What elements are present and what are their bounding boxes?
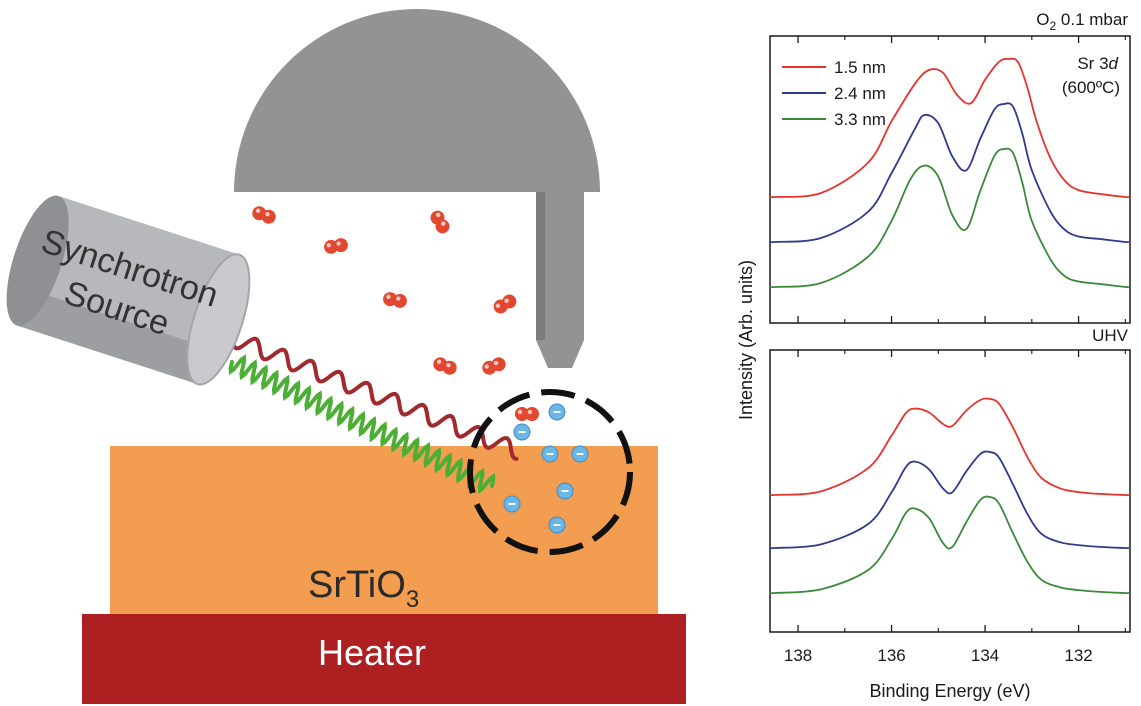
peak-label-italic: d xyxy=(1109,54,1119,73)
oxygen-molecules xyxy=(252,206,539,421)
legend: 1.5 nm 2.4 nm 3.3 nm xyxy=(782,58,886,129)
electron xyxy=(548,403,566,421)
oxygen-highlight xyxy=(493,360,499,366)
substrate-block xyxy=(110,446,658,614)
oxygen-highlight xyxy=(336,241,341,246)
oxygen-highlight xyxy=(495,303,501,308)
oxygen-highlight xyxy=(326,243,331,248)
peak-label: Sr 3d xyxy=(1077,54,1118,73)
axis-ticks: 138 136 134 132 xyxy=(784,36,1126,665)
heater-block xyxy=(82,614,686,704)
bottom-condition-label: UHV xyxy=(1092,326,1129,345)
oxygen-highlight xyxy=(396,296,401,301)
oxygen-molecule xyxy=(515,407,539,421)
oxygen-molecule xyxy=(493,294,517,314)
oxygen-molecule xyxy=(430,210,450,234)
oxygen-highlight xyxy=(436,212,441,218)
oxygen-molecule xyxy=(433,357,457,375)
top-condition-label: O2 0.1 mbar xyxy=(1036,10,1128,33)
spectrum-line-2.4-nm xyxy=(769,102,1130,244)
source-shade xyxy=(16,289,210,385)
legend-label-3: 3.3 nm xyxy=(834,110,886,129)
spectrum-line-3.3-nm xyxy=(769,147,1130,289)
bottom-panel-series xyxy=(769,397,1130,595)
peak-temperature: (600ºC) xyxy=(1062,78,1120,97)
oxygen-highlight xyxy=(265,211,270,217)
electron xyxy=(571,445,589,463)
spectrum-line-1.5-nm xyxy=(769,397,1130,497)
x-tick-label: 134 xyxy=(971,646,999,665)
oxygen-atom xyxy=(261,209,276,224)
legend-label-2: 2.4 nm xyxy=(834,84,886,103)
x-tick-label: 132 xyxy=(1064,646,1092,665)
oxygen-highlight xyxy=(436,359,442,364)
substrate-label: SrTiO3 xyxy=(308,564,419,613)
source-front-face xyxy=(186,253,251,386)
oxygen-molecule xyxy=(324,238,348,254)
oxygen-atom xyxy=(502,294,517,309)
top-panel-series xyxy=(769,57,1130,289)
spectrum-line-2.4-nm xyxy=(769,450,1130,550)
xray-beam-green xyxy=(228,354,496,494)
oxygen-highlight xyxy=(484,364,489,369)
x-tick-label: 138 xyxy=(784,646,812,665)
oxygen-molecule xyxy=(482,357,506,375)
oxygen-highlight xyxy=(441,221,446,226)
top-condition-post: 0.1 mbar xyxy=(1056,10,1128,29)
oxygen-highlight xyxy=(255,208,261,213)
spectrum-line-1.5-nm xyxy=(769,57,1130,199)
xray-beam-red xyxy=(230,336,519,461)
detector-nozzle-shade xyxy=(536,192,545,340)
synchrotron-source: Synchrotron Source xyxy=(6,195,251,386)
heater-label: Heater xyxy=(318,632,426,673)
detector-dome xyxy=(234,9,600,192)
x-axis-label: Binding Energy (eV) xyxy=(869,681,1030,701)
x-tick-label: 136 xyxy=(877,646,905,665)
electron xyxy=(503,495,521,513)
y-axis-label: Intensity (Arb. units) xyxy=(736,260,756,420)
schematic: Heater SrTiO3 Synchrotron Source xyxy=(6,9,686,704)
oxygen-molecule xyxy=(383,292,407,308)
source-end-cap xyxy=(6,195,69,326)
detector-nozzle-tip xyxy=(536,340,584,368)
oxygen-atom xyxy=(525,407,539,421)
legend-label-1: 1.5 nm xyxy=(834,58,886,77)
electrons xyxy=(503,403,589,534)
substrate-label-base: SrTiO xyxy=(308,564,406,606)
oxygen-atom xyxy=(435,219,450,234)
top-panel-frame xyxy=(769,35,1131,324)
peak-label-base: Sr 3 xyxy=(1077,54,1108,73)
substrate-label-subscript: 3 xyxy=(406,586,419,613)
oxygen-atom xyxy=(442,360,457,375)
top-condition-pre: O xyxy=(1036,10,1049,29)
oxygen-molecule xyxy=(252,206,276,224)
electron xyxy=(556,482,574,500)
spectra-panels: O2 0.1 mbar UHV Sr 3d (600ºC) 1.5 nm 2.4… xyxy=(736,10,1131,701)
oxygen-highlight xyxy=(504,298,509,303)
electron xyxy=(513,423,531,441)
oxygen-highlight xyxy=(527,409,533,415)
spectrum-line-3.3-nm xyxy=(769,495,1130,595)
top-condition-subscript: 2 xyxy=(1050,19,1057,33)
analysis-region-circle xyxy=(467,389,633,555)
bottom-panel-frame xyxy=(769,349,1131,633)
oxygen-atom xyxy=(333,238,348,253)
oxygen-highlight xyxy=(517,409,523,415)
oxygen-atom xyxy=(392,293,407,308)
oxygen-highlight xyxy=(446,362,451,368)
electron xyxy=(541,445,559,463)
oxygen-highlight xyxy=(386,294,391,300)
oxygen-atom xyxy=(491,357,506,372)
electron xyxy=(548,516,566,534)
